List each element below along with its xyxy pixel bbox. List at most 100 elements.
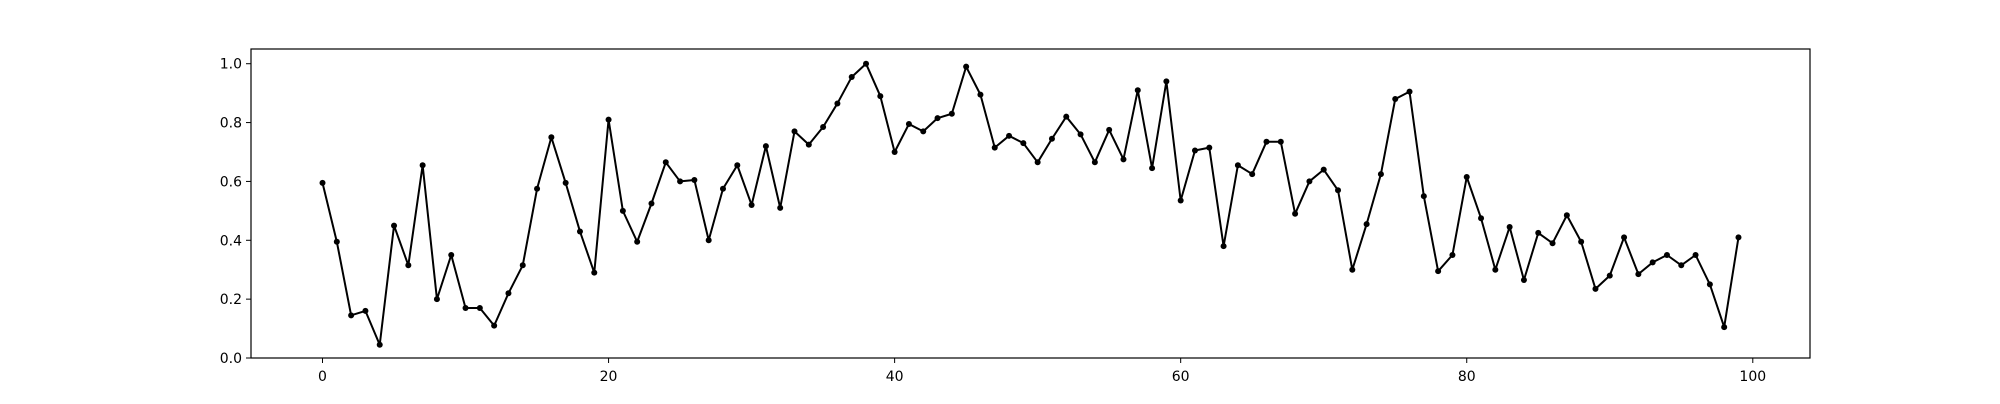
- data-point: [1349, 266, 1356, 273]
- data-point: [462, 304, 469, 311]
- data-point: [1420, 193, 1427, 200]
- data-point: [948, 110, 955, 117]
- data-point: [934, 115, 941, 122]
- data-point: [1220, 243, 1227, 250]
- plot-area: [319, 60, 1742, 348]
- y-tick-label: 0.2: [220, 292, 242, 308]
- data-point: [591, 269, 598, 276]
- data-point: [1363, 221, 1370, 228]
- data-point: [1649, 259, 1656, 266]
- data-point: [448, 252, 455, 258]
- data-point: [677, 178, 684, 185]
- data-point: [1077, 131, 1084, 138]
- data-point: [1706, 281, 1713, 288]
- data-point: [834, 100, 841, 107]
- data-point: [1320, 166, 1327, 173]
- data-point: [805, 141, 812, 148]
- data-point: [1106, 126, 1113, 133]
- data-point: [1578, 238, 1585, 245]
- data-point: [1292, 210, 1299, 217]
- data-point: [1335, 187, 1342, 194]
- data-point: [519, 262, 526, 269]
- data-point: [1678, 262, 1685, 269]
- x-tick-label: 20: [600, 369, 618, 385]
- data-point: [748, 201, 755, 208]
- data-point: [963, 63, 970, 70]
- series-line: [321, 62, 1740, 346]
- data-point: [1735, 234, 1742, 241]
- data-point: [662, 159, 669, 166]
- data-point: [1449, 252, 1456, 258]
- data-point: [920, 128, 927, 135]
- x-tick-label: 100: [1739, 369, 1766, 385]
- x-tick-label: 40: [886, 369, 904, 385]
- data-point: [1091, 159, 1098, 166]
- data-point: [1621, 234, 1628, 241]
- data-point: [1177, 197, 1184, 204]
- x-tick-label: 60: [1172, 369, 1190, 385]
- data-point: [433, 296, 440, 303]
- data-point: [762, 143, 769, 150]
- data-point: [1463, 174, 1470, 181]
- data-point: [1249, 171, 1256, 178]
- data-point: [491, 322, 498, 329]
- data-point: [1191, 147, 1198, 154]
- data-point: [1563, 212, 1570, 219]
- data-point: [1048, 135, 1055, 142]
- data-point: [1520, 277, 1527, 284]
- data-point: [1535, 229, 1542, 236]
- y-tick-label: 0.6: [220, 174, 242, 190]
- data-point: [548, 134, 555, 141]
- data-point: [1606, 272, 1613, 279]
- data-point: [362, 307, 369, 314]
- data-point: [1034, 159, 1041, 166]
- data-point: [777, 204, 784, 211]
- x-tick-label: 0: [318, 369, 327, 385]
- data-point: [1306, 178, 1313, 185]
- data-point: [1692, 252, 1699, 258]
- data-point: [1134, 87, 1141, 94]
- data-point: [534, 185, 541, 192]
- data-point: [391, 222, 398, 229]
- data-point: [576, 228, 583, 235]
- data-point: [419, 162, 426, 169]
- data-point: [1721, 324, 1728, 331]
- data-point: [1406, 88, 1413, 95]
- data-point: [1063, 113, 1070, 120]
- data-point: [634, 238, 641, 245]
- data-point: [562, 179, 569, 186]
- data-point: [1492, 266, 1499, 273]
- data-point: [1277, 138, 1284, 145]
- data-point: [1635, 271, 1642, 278]
- data-point: [1506, 224, 1513, 231]
- data-point: [333, 238, 340, 245]
- data-point: [977, 91, 984, 98]
- data-point: [734, 162, 741, 169]
- data-point: [1149, 165, 1156, 172]
- data-point: [1020, 140, 1027, 147]
- data-point: [1120, 156, 1127, 163]
- y-axis: 0.0 0.2 0.4 0.6 0.8 1.0: [220, 57, 251, 367]
- data-point: [605, 116, 612, 123]
- y-tick-label: 0.8: [220, 116, 242, 132]
- data-point: [705, 237, 712, 244]
- y-tick-label: 0.0: [220, 351, 242, 367]
- data-point: [1263, 138, 1270, 145]
- data-point: [1435, 268, 1442, 275]
- data-point: [791, 128, 798, 135]
- data-point: [820, 123, 827, 130]
- data-point: [1163, 78, 1170, 85]
- data-point: [1478, 215, 1485, 222]
- data-point: [877, 93, 884, 100]
- data-point: [1234, 162, 1241, 169]
- data-point: [1206, 144, 1213, 151]
- data-point: [648, 200, 655, 207]
- data-point: [905, 121, 912, 128]
- y-tick-label: 1.0: [220, 57, 242, 73]
- data-point: [348, 312, 355, 319]
- data-point: [1377, 171, 1384, 178]
- data-point: [405, 262, 412, 269]
- x-tick-label: 80: [1458, 369, 1476, 385]
- data-point: [863, 60, 870, 67]
